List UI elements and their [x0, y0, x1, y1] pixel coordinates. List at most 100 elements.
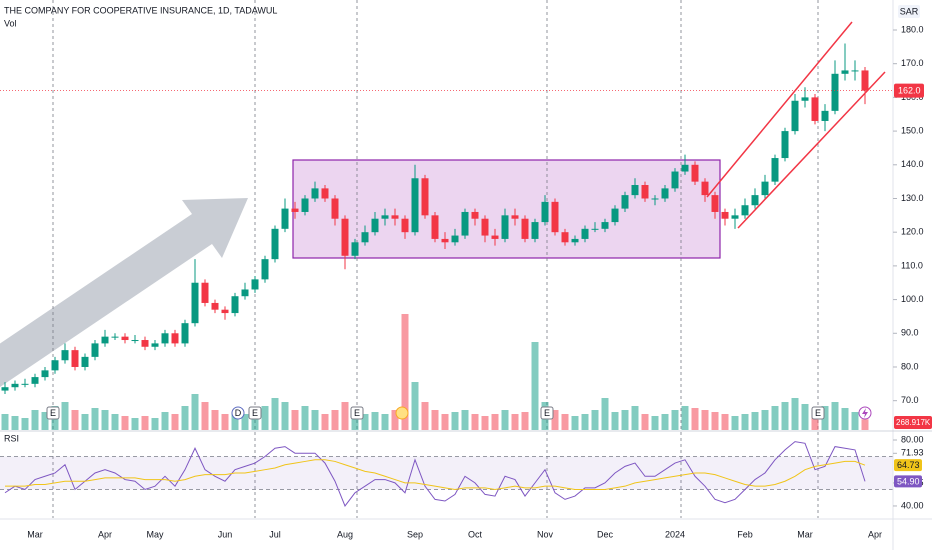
volume-bar [361, 414, 369, 430]
rsi-last-box [894, 475, 922, 488]
volume-bar [611, 412, 619, 430]
y-tick-label: 120.0 [901, 227, 924, 237]
volume-bar [411, 382, 419, 430]
event-lines [52, 0, 819, 518]
volume-bar [261, 406, 269, 430]
volume-bar [581, 414, 589, 430]
y-tick-label: 170.0 [901, 58, 924, 68]
candle-body [391, 215, 399, 219]
candle-body [671, 171, 679, 189]
candle-body [411, 178, 419, 233]
volume-bar [681, 406, 689, 430]
volume-bar [181, 406, 189, 430]
candle-body [471, 211, 479, 219]
candle-body [741, 205, 749, 216]
volume-bar [651, 416, 659, 430]
volume-bar [811, 410, 819, 430]
candle-body [211, 302, 219, 310]
channel-upper [706, 21, 853, 198]
rsi-tick-label: 80.00 [901, 434, 924, 444]
volume-bar [221, 414, 229, 430]
candle-body [711, 195, 719, 212]
candle-body [401, 218, 409, 233]
volume-bar [201, 402, 209, 430]
candle-body [541, 201, 549, 223]
rsi-tick-label: 40.00 [901, 500, 924, 510]
volume-bar [531, 342, 539, 430]
candle-body [461, 211, 469, 236]
event-marker[interactable]: E [50, 408, 56, 418]
event-marker[interactable]: D [235, 408, 242, 418]
candle-body [241, 289, 249, 297]
volume-bar [491, 414, 499, 430]
volume-bar [771, 406, 779, 430]
event-marker[interactable]: E [354, 408, 360, 418]
rsi-title: RSI [4, 433, 19, 443]
volume-last-label: 268.917K [896, 418, 931, 427]
volume-bar [791, 398, 799, 430]
currency-box [898, 5, 920, 18]
candle-body [691, 164, 699, 182]
candle-body [611, 208, 619, 223]
candle-body [311, 188, 319, 199]
candle-body [701, 181, 709, 196]
volume-bar [441, 414, 449, 430]
candle-body [251, 279, 259, 290]
candle-body [421, 178, 429, 216]
rsi-tick-label: 71.93 [901, 448, 924, 458]
volume-bar [591, 410, 599, 430]
candle-body [831, 73, 839, 111]
candle-body [601, 222, 609, 229]
volume-bar [321, 414, 329, 430]
candle-body [191, 282, 199, 324]
trend-arrow [0, 198, 248, 387]
candle-body [21, 383, 29, 385]
x-tick-label: Apr [98, 529, 112, 539]
last-price-box [894, 83, 924, 98]
volume-bar [311, 410, 319, 430]
candle-body [231, 296, 239, 314]
volume-bar [451, 412, 459, 430]
volume-bar [711, 412, 719, 430]
candle-body [1, 387, 9, 391]
volume-bar [521, 412, 529, 430]
event-marker[interactable]: E [815, 408, 821, 418]
y-tick-label: 150.0 [901, 125, 924, 135]
volume-bar [821, 406, 829, 430]
candle-body [281, 208, 289, 229]
event-marker[interactable]: E [544, 408, 550, 418]
volume-bar [861, 419, 869, 430]
candle-body [301, 198, 309, 212]
event-marker[interactable]: E [252, 408, 258, 418]
volume-bar [561, 414, 569, 430]
volume-bar [841, 408, 849, 430]
candle-body [341, 218, 349, 256]
candle-body [361, 232, 369, 243]
y-tick-label: 140.0 [901, 159, 924, 169]
candle-body [491, 235, 499, 239]
candle-body [381, 215, 389, 219]
candle-body [31, 377, 39, 384]
candle-body [721, 211, 729, 219]
volume-bar [781, 402, 789, 430]
y-tick-label: 90.0 [901, 328, 919, 338]
volume-label: Vol [4, 18, 17, 28]
chart-title: THE COMPANY FOR COOPERATIVE INSURANCE, 1… [4, 5, 277, 15]
candle-body [511, 215, 519, 219]
candle-body [621, 195, 629, 209]
volume-bar [291, 410, 299, 430]
x-tick-label: Apr [868, 529, 882, 539]
candle-body [801, 97, 809, 101]
volume-bar [41, 412, 49, 430]
rsi-last-box [894, 459, 922, 472]
volume-bar [551, 410, 559, 430]
candle-body [151, 343, 159, 347]
rsi-band [0, 456, 893, 490]
volume-bar [251, 410, 259, 430]
volume-last-box [894, 416, 932, 429]
volume-bar [851, 412, 859, 430]
volume-bar [281, 402, 289, 430]
volume-bar [481, 416, 489, 430]
volume-bar [721, 414, 729, 430]
